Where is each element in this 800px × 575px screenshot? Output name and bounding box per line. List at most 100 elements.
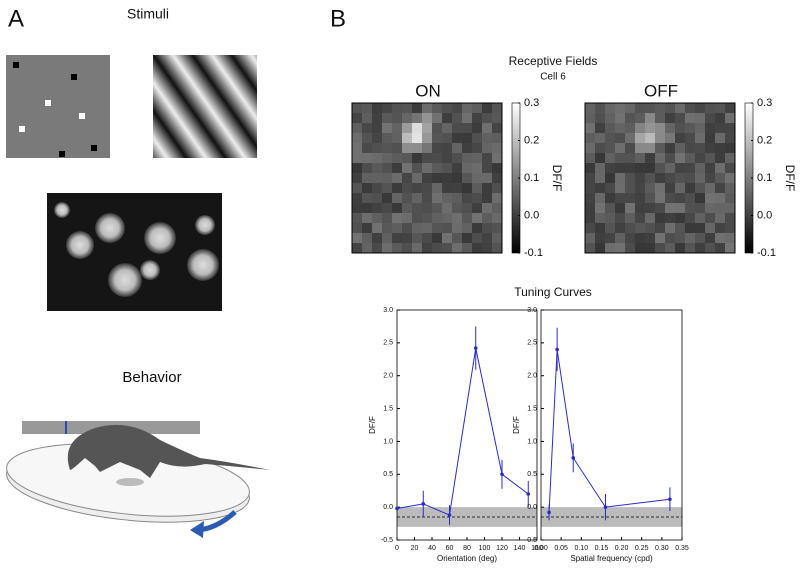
rf-pixel	[412, 133, 423, 144]
rf-pixel	[372, 203, 383, 214]
colorbar-label: DF/F	[783, 165, 797, 192]
point	[571, 456, 576, 460]
y-tick-label: 2.0	[527, 373, 537, 380]
rf-pixel	[705, 243, 716, 254]
rf-pixel	[705, 183, 716, 194]
colorbar-tick-label: -0.1	[757, 247, 776, 259]
rf-pixel	[655, 103, 666, 114]
rf-pixel	[645, 173, 656, 184]
rf-pixel	[625, 173, 636, 184]
rf-pixel	[625, 113, 636, 124]
rf-pixel	[372, 123, 383, 134]
rf-pixel	[462, 243, 473, 254]
rf-pixel	[442, 113, 453, 124]
rf-pixel	[625, 233, 636, 244]
y-axis-label: DF/F	[368, 416, 377, 434]
rf-pixel	[472, 153, 483, 164]
rf-pixel	[715, 133, 726, 144]
point	[447, 513, 452, 517]
rf-pixel	[655, 153, 666, 164]
rf-pixel	[462, 183, 473, 194]
rf-pixel	[402, 153, 413, 164]
rf-pixel	[585, 213, 596, 224]
rf-pixel	[705, 123, 716, 134]
rf-pixel	[595, 203, 606, 214]
rf-pixel	[605, 203, 616, 214]
rf-pixel	[412, 163, 423, 174]
rf-pixel	[352, 153, 363, 164]
rf-pixel	[352, 173, 363, 184]
rf-pixel	[392, 163, 403, 174]
rf-pixel	[472, 163, 483, 174]
rf-pixel	[352, 183, 363, 194]
rf-pixel	[685, 223, 696, 234]
panel-letter: A	[8, 5, 24, 32]
rf-pixel	[675, 183, 686, 194]
rf-pixel	[442, 203, 453, 214]
colorbar-tick-label: 0.2	[757, 134, 772, 146]
rf-pixel	[472, 103, 483, 114]
rf-pixel	[715, 233, 726, 244]
rf-pixel	[362, 103, 373, 114]
rf-pixel	[625, 163, 636, 174]
rf-pixel	[412, 183, 423, 194]
rf-pixel	[422, 223, 433, 234]
colorbar-label: DF/F	[550, 165, 564, 192]
rf-pixel	[715, 103, 726, 114]
rf-pixel	[382, 143, 393, 154]
point	[500, 472, 504, 477]
rf-pixel	[695, 133, 706, 144]
rf-pixel	[402, 113, 413, 124]
rf-pixel	[472, 223, 483, 234]
rf-pixel	[362, 233, 373, 244]
x-tick-label: 0.15	[595, 545, 609, 552]
rf-pixel	[412, 173, 423, 184]
rf-pixel	[482, 223, 493, 234]
rf-pixel	[402, 233, 413, 244]
point	[547, 510, 551, 515]
rf-pixel	[715, 153, 726, 164]
rf-pixel	[392, 233, 403, 244]
rf-pixel	[482, 103, 493, 114]
x-tick-label: 0.05	[554, 545, 568, 552]
rf-pixel	[665, 223, 676, 234]
point	[668, 497, 672, 502]
rf-pixel	[392, 203, 403, 214]
tuning-title: Tuning Curves	[514, 285, 592, 299]
x-tick-label: 0.25	[635, 545, 649, 552]
rf-pixel	[595, 113, 606, 124]
rf-pixel	[695, 123, 706, 134]
rf-pixel	[442, 133, 453, 144]
rf-pixel	[352, 203, 363, 214]
rf-pixel	[585, 133, 596, 144]
point	[421, 502, 426, 506]
rf-pixel	[402, 183, 413, 194]
rf-pixel	[372, 233, 383, 244]
rf-pixel	[492, 163, 503, 174]
rf-pixel	[442, 223, 453, 234]
rf-pixel	[665, 103, 676, 114]
rf-pixel	[715, 213, 726, 224]
rf-pixel	[442, 213, 453, 224]
rf-pixel	[595, 133, 606, 144]
rf-pixel	[595, 123, 606, 134]
rf-pixel	[422, 173, 433, 184]
rf-pixel	[392, 113, 403, 124]
rf-pixel	[645, 143, 656, 154]
rf-pixel	[382, 213, 393, 224]
rf-pixel	[615, 193, 626, 204]
rf-label: OFF	[644, 81, 678, 100]
x-tick-label: 0	[395, 545, 399, 552]
rf-pixel	[412, 223, 423, 234]
rf-pixel	[482, 213, 493, 224]
rf-pixel	[625, 243, 636, 254]
rf-pixel	[492, 223, 503, 234]
rf-pixel	[472, 183, 483, 194]
rf-pixel	[655, 183, 666, 194]
rf-pixel	[352, 213, 363, 224]
rf-pixel	[462, 113, 473, 124]
rf-pixel	[635, 103, 646, 114]
rf-pixel	[665, 173, 676, 184]
rf-pixel	[462, 133, 473, 144]
rf-pixel	[685, 193, 696, 204]
